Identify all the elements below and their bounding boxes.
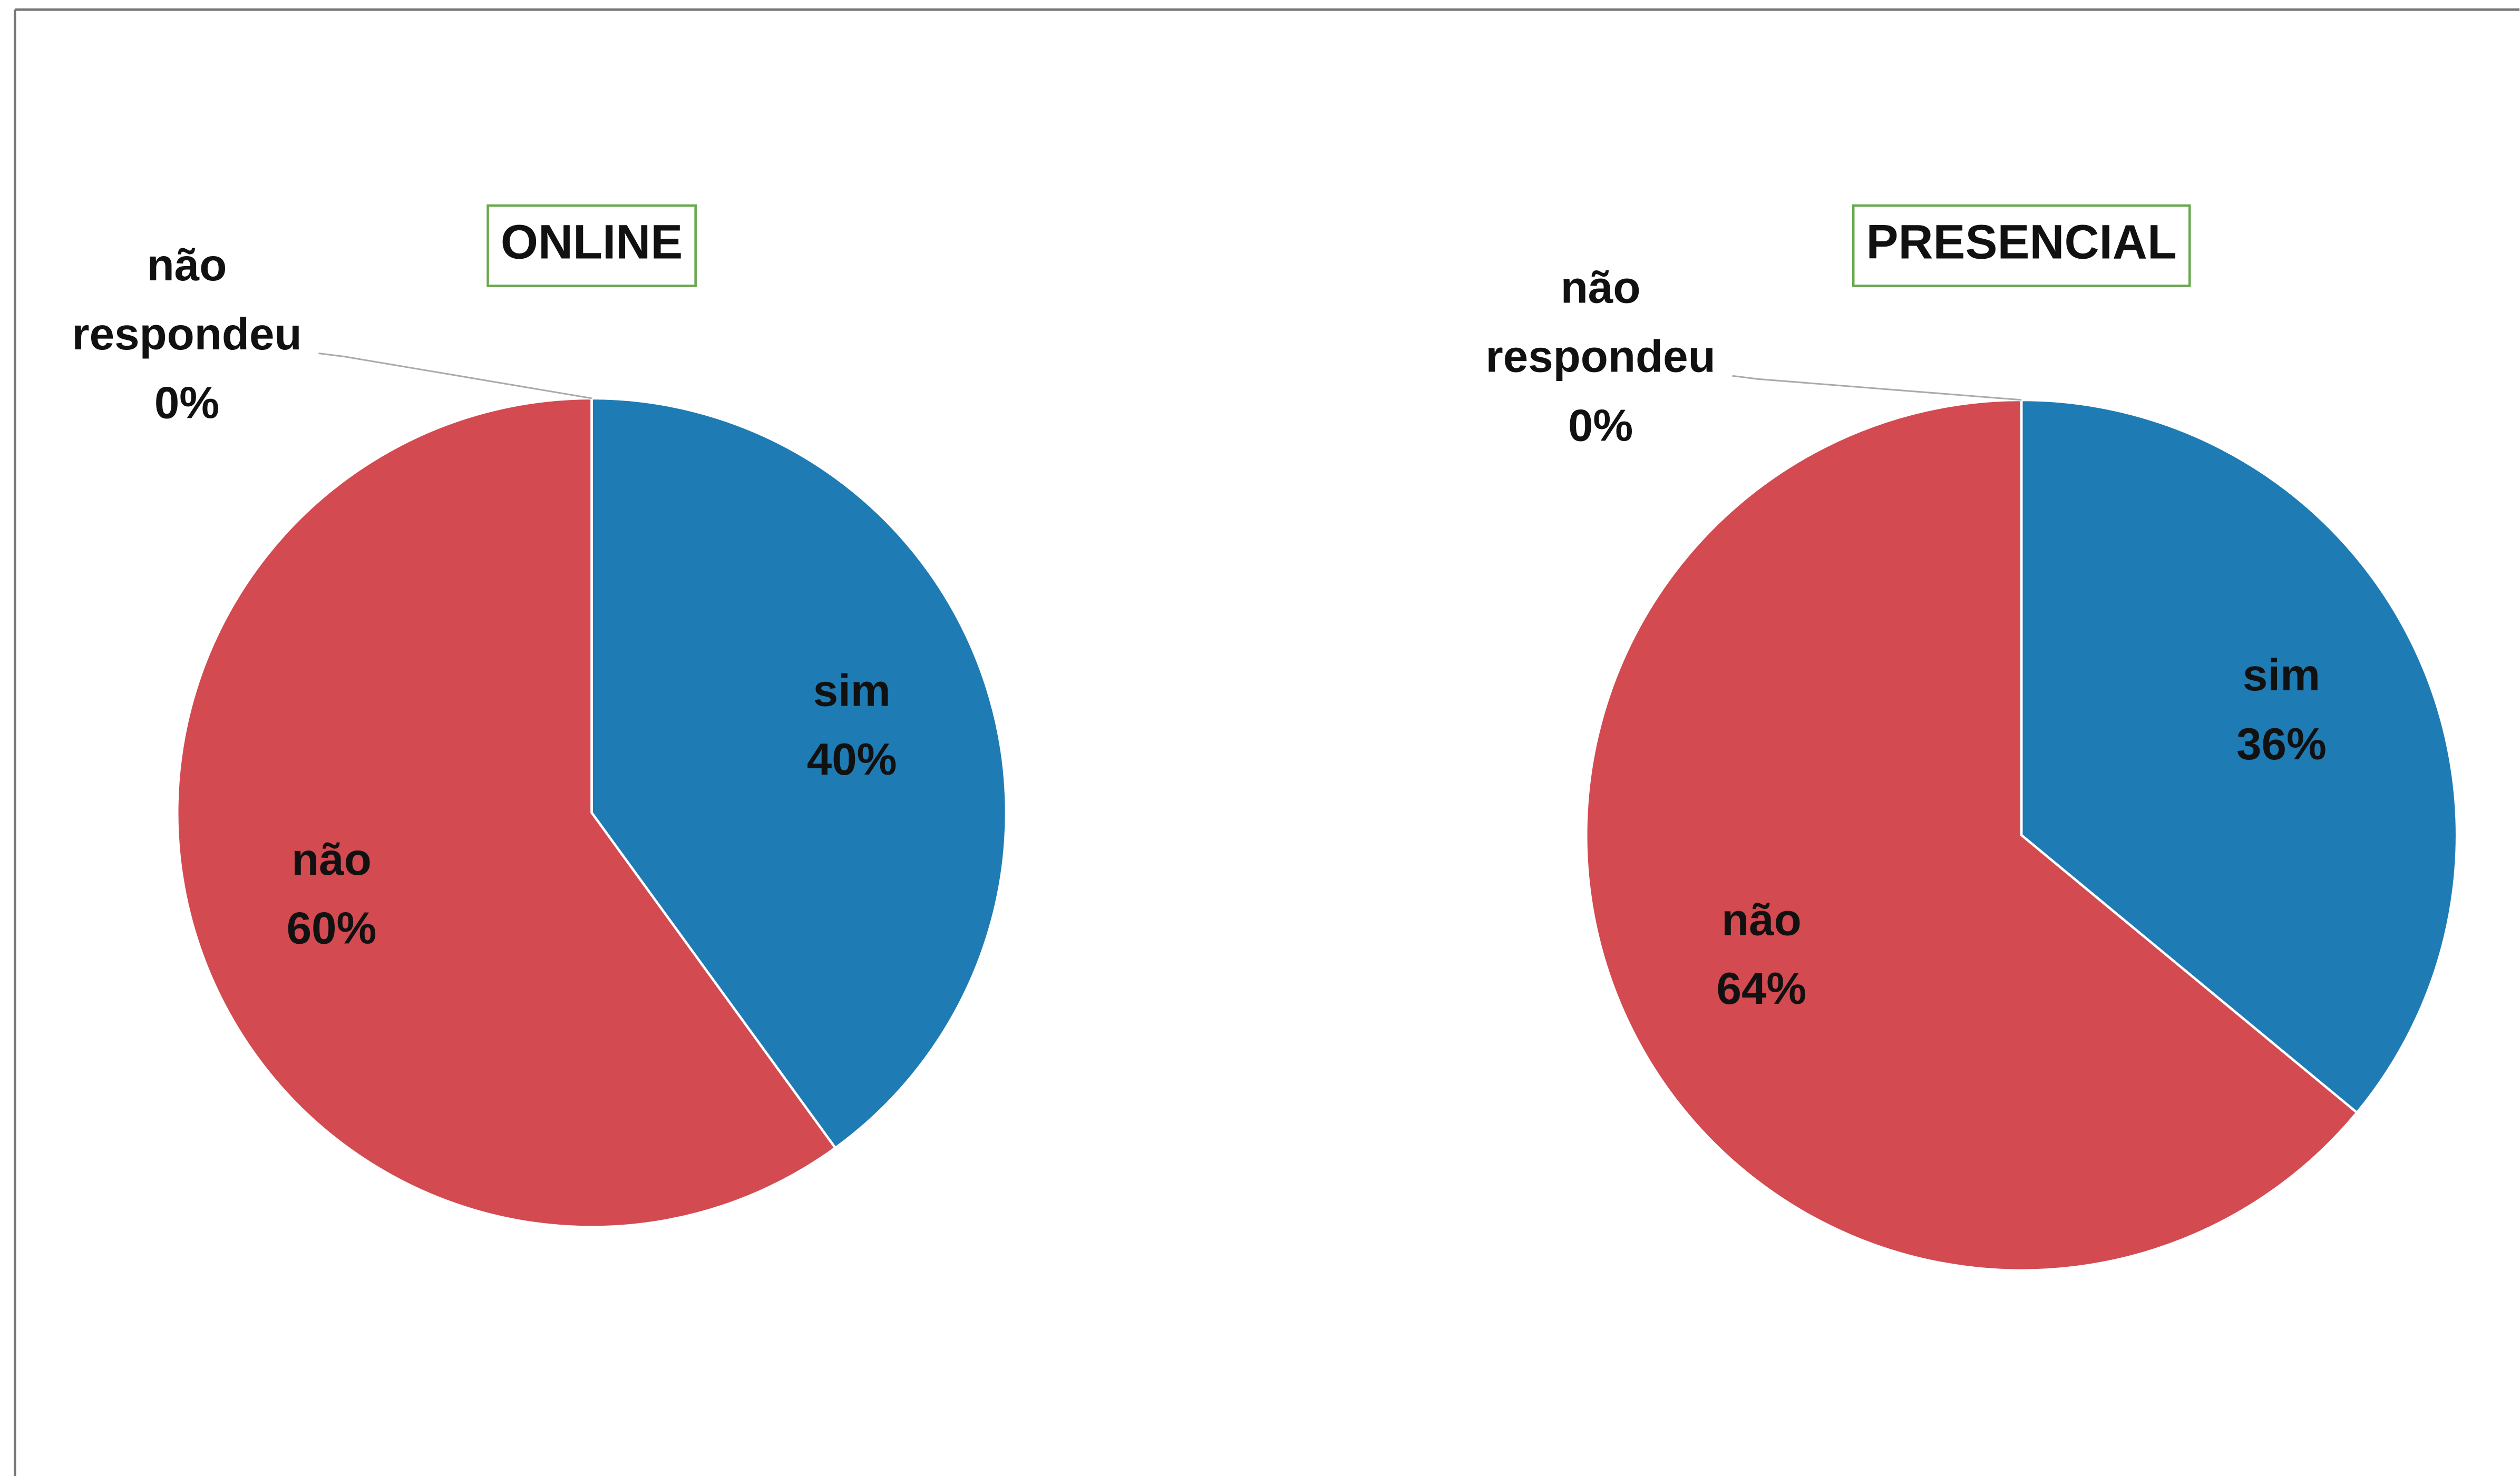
slice-value-label: 0% bbox=[1568, 400, 1633, 451]
slice-category-label: não respondeu bbox=[1486, 262, 1716, 382]
chart-title: ONLINE bbox=[501, 215, 683, 269]
slice-value-label: 60% bbox=[287, 904, 377, 954]
leader-line bbox=[1732, 375, 2022, 401]
pie-slice bbox=[1584, 398, 2359, 1272]
pie-slice bbox=[176, 397, 837, 1228]
slice-value-label: 64% bbox=[1717, 964, 1807, 1014]
slice-value-label: 40% bbox=[807, 735, 897, 785]
leader-line bbox=[318, 353, 592, 399]
chart-title: PRESENCIAL bbox=[1866, 215, 2177, 269]
slice-category-label: não bbox=[291, 835, 372, 885]
slice-category-label: sim bbox=[2243, 650, 2320, 700]
slice-category-label: não bbox=[1721, 895, 1802, 945]
slice-value-label: 36% bbox=[2236, 719, 2327, 769]
slice-value-label: 0% bbox=[154, 378, 219, 428]
title-box bbox=[1852, 204, 2191, 287]
pie-slice bbox=[590, 397, 1008, 1150]
slice-category-label: não respondeu bbox=[72, 240, 301, 359]
title-box bbox=[487, 204, 697, 287]
slice-category-label: sim bbox=[813, 666, 891, 716]
pie-slice bbox=[2020, 398, 2458, 1115]
